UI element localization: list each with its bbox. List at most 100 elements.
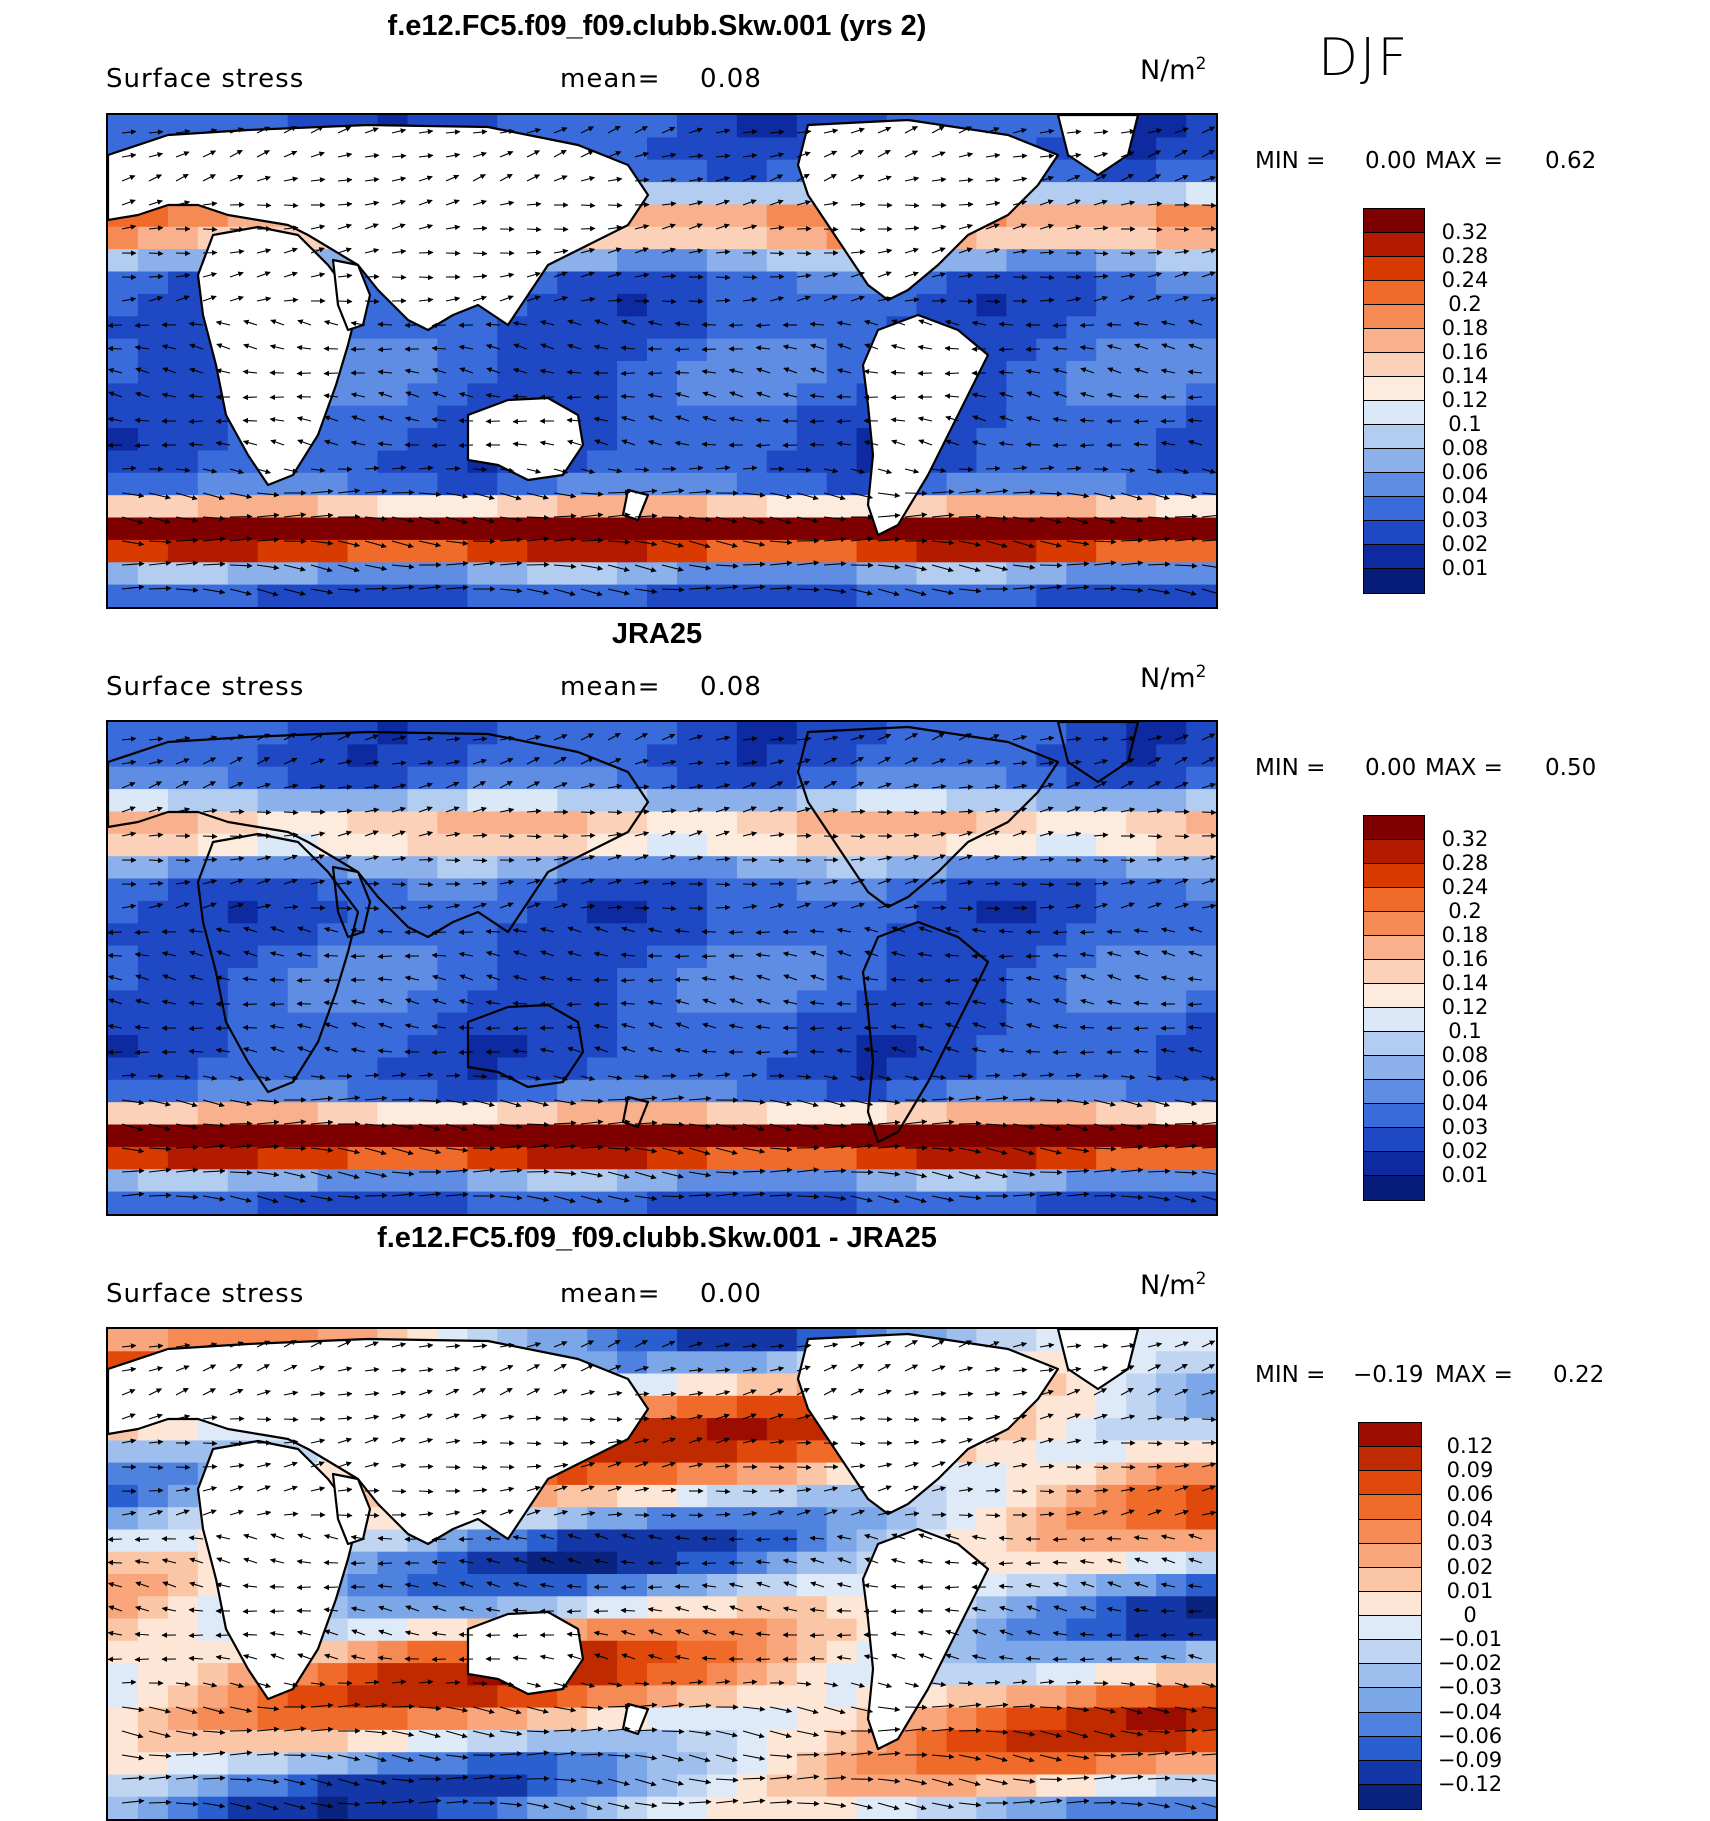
field-cell: [288, 946, 319, 969]
field-cell: [1096, 901, 1127, 924]
field-cell: [976, 272, 1007, 295]
stress-arrow: [675, 1563, 689, 1564]
stress-arrow: [986, 1515, 1000, 1516]
field-cell: [228, 1192, 258, 1214]
field-cell: [857, 1192, 888, 1214]
field-cell: [1036, 1685, 1067, 1708]
field-cell: [1156, 406, 1187, 429]
field-cell: [797, 1102, 828, 1125]
field-cell: [557, 115, 588, 138]
field-cell: [647, 205, 678, 228]
field-cell: [198, 834, 229, 857]
stress-arrow: [959, 469, 973, 470]
field-cell: [767, 562, 798, 585]
field-cell: [1186, 294, 1216, 317]
field-cell: [737, 1619, 768, 1642]
field-cell: [887, 1752, 918, 1775]
field-cell: [797, 518, 828, 541]
stress-arrow: [135, 1539, 149, 1540]
field-cell: [587, 383, 618, 406]
colorbar-tick-label: 0.32: [1425, 220, 1505, 244]
stress-arrow: [473, 253, 487, 254]
field-cell: [1186, 923, 1216, 946]
stress-arrow: [527, 229, 541, 230]
field-cell: [527, 901, 558, 924]
field-cell: [797, 1035, 828, 1058]
field-cell: [1066, 562, 1097, 585]
field-cell: [1186, 1730, 1216, 1753]
field-cell: [677, 540, 708, 563]
field-cell: [617, 249, 648, 272]
field-cell: [228, 990, 258, 1013]
field-cell: [1156, 812, 1187, 835]
field-cell: [1096, 361, 1127, 384]
field-cell: [1096, 562, 1127, 585]
field-cell: [258, 990, 289, 1013]
field-cell: [1126, 1440, 1157, 1463]
field-cell: [827, 1169, 858, 1192]
field-cell: [647, 1619, 678, 1642]
colorbar-tick-label: 0.18: [1425, 316, 1505, 340]
stress-arrow: [608, 1419, 622, 1420]
stress-arrow: [959, 301, 973, 302]
field-cell: [617, 1169, 648, 1192]
field-cell: [408, 901, 439, 924]
field-cell: [497, 968, 528, 991]
field-cell: [827, 1708, 858, 1731]
field-cell: [168, 1169, 199, 1192]
field-cell: [1126, 406, 1157, 429]
field-cell: [677, 160, 708, 183]
field-cell: [168, 383, 199, 406]
stress-arrow: [189, 1028, 203, 1029]
field-cell: [767, 227, 798, 250]
field-cell: [647, 361, 678, 384]
stress-arrow: [527, 836, 541, 837]
field-cell: [827, 518, 858, 541]
panel-1-map: [106, 113, 1218, 609]
field-cell: [1066, 990, 1097, 1013]
field-cell: [677, 1329, 708, 1352]
field-cell: [138, 473, 169, 496]
field-cell: [887, 1169, 918, 1192]
stress-arrow: [149, 1490, 163, 1491]
field-cell: [258, 1775, 289, 1798]
field-cell: [408, 1685, 439, 1708]
field-cell: [857, 540, 888, 563]
field-cell: [198, 1192, 229, 1214]
field-cell: [677, 1708, 708, 1731]
field-cell: [1186, 1463, 1216, 1486]
stress-arrow: [1080, 1659, 1094, 1660]
field-cell: [767, 518, 798, 541]
field-cell: [767, 473, 798, 496]
field-cell: [228, 789, 258, 812]
field-cell: [228, 1730, 258, 1753]
field-cell: [1006, 1507, 1037, 1530]
stress-arrow: [513, 421, 527, 422]
stress-arrow: [1094, 588, 1116, 589]
field-cell: [228, 744, 258, 767]
field-cell: [947, 1797, 978, 1819]
field-cell: [557, 1530, 588, 1553]
field-cell: [1066, 1730, 1097, 1753]
stress-arrow: [473, 1076, 487, 1077]
field-cell: [1006, 1730, 1037, 1753]
field-cell: [198, 1058, 229, 1081]
field-cell: [168, 518, 199, 541]
field-cell: [1066, 383, 1097, 406]
field-cell: [976, 856, 1007, 879]
stress-arrow: [581, 835, 595, 836]
field-cell: [108, 316, 139, 339]
field-cell: [647, 1058, 678, 1081]
field-cell: [707, 901, 738, 924]
stress-arrow: [378, 349, 392, 350]
field-cell: [647, 1329, 678, 1352]
field-cell: [527, 115, 558, 138]
field-cell: [1186, 406, 1216, 429]
stress-arrow: [1040, 1779, 1062, 1780]
stress-arrow: [716, 907, 730, 908]
field-cell: [378, 879, 409, 902]
field-cell: [138, 789, 169, 812]
field-cell: [1186, 1058, 1216, 1081]
field-cell: [587, 1507, 618, 1530]
colorbar-tick-label: 0.03: [1425, 1115, 1505, 1139]
